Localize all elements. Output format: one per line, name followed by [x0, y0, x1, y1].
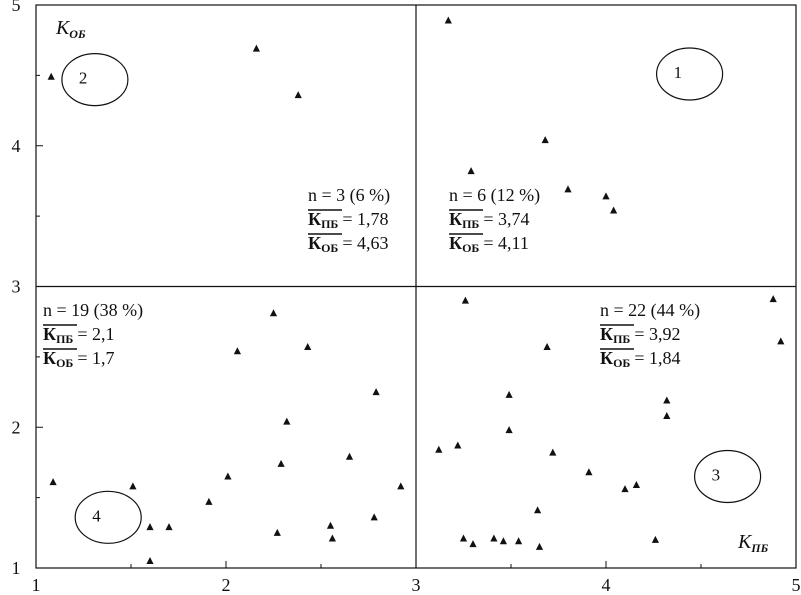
- data-point: [535, 542, 544, 550]
- data-point: [541, 136, 549, 144]
- region-ellipse: [693, 449, 762, 504]
- data-point: [621, 485, 629, 493]
- data-point: [397, 482, 405, 490]
- data-point: [277, 459, 285, 467]
- data-point: [663, 411, 671, 419]
- data-point: [585, 468, 593, 476]
- x-tick-label: 2: [222, 575, 231, 595]
- region-label: 4: [92, 506, 101, 525]
- quadrant-kpb: КПБ = 2,1: [43, 324, 115, 346]
- data-point: [515, 537, 523, 545]
- quadrant-kpb: КПБ = 1,78: [308, 209, 389, 231]
- data-point: [370, 513, 378, 521]
- quadrant-kob: КОБ = 4,63: [308, 233, 389, 255]
- data-point: [326, 521, 335, 529]
- region-ellipse: [655, 47, 724, 101]
- data-point: [505, 426, 513, 434]
- data-point: [651, 535, 659, 543]
- data-point: [505, 390, 513, 398]
- data-point: [632, 480, 640, 488]
- data-point: [205, 497, 213, 505]
- data-point: [372, 388, 380, 396]
- y-tick-label: 3: [12, 277, 21, 297]
- region-label: 1: [674, 63, 683, 82]
- axis-ticks: 1 2 3 4 5 1 2 3 4 5: [12, 0, 801, 595]
- y-tick-label: 1: [12, 558, 21, 578]
- region-markers: 1 2 3 4: [61, 47, 762, 544]
- data-point: [328, 534, 336, 542]
- quadrant-kob: КОБ = 1,7: [43, 348, 115, 370]
- data-point: [543, 343, 551, 351]
- quadrant-kob: КОБ = 1,84: [600, 348, 681, 370]
- region-ellipse: [61, 52, 129, 107]
- quadrant-count: n = 3 (6 %): [308, 185, 390, 206]
- data-point: [435, 445, 443, 453]
- quadrant-count: n = 22 (44 %): [600, 300, 700, 321]
- region-label: 2: [79, 69, 88, 88]
- data-point: [461, 296, 469, 304]
- data-point: [269, 309, 278, 317]
- quadrant-count: n = 19 (38 %): [43, 300, 143, 321]
- data-point: [469, 540, 477, 548]
- region-ellipse: [74, 490, 142, 544]
- data-point: [273, 528, 281, 536]
- data-point: [224, 472, 232, 480]
- region-label: 3: [712, 466, 721, 485]
- data-point: [467, 167, 475, 175]
- data-point: [283, 417, 291, 425]
- x-tick-label: 5: [792, 575, 801, 595]
- y-tick-label: 4: [12, 136, 21, 156]
- x-axis-title: КПБ: [737, 531, 769, 555]
- y-tick-label: 5: [12, 0, 21, 15]
- data-point: [663, 396, 671, 404]
- data-point: [610, 206, 618, 214]
- data-point: [490, 534, 498, 542]
- data-point: [146, 523, 154, 531]
- data-point: [49, 478, 57, 486]
- data-point: [129, 482, 137, 490]
- data-point: [454, 441, 462, 449]
- data-point: [444, 16, 452, 24]
- data-points: [47, 16, 785, 564]
- y-axis-title: КОБ: [55, 17, 86, 41]
- quadrant-count: n = 6 (12 %): [449, 185, 540, 206]
- y-tick-label: 2: [12, 417, 21, 437]
- x-tick-label: 1: [32, 575, 41, 595]
- data-point: [534, 506, 542, 514]
- quadrant-dividers: [36, 5, 796, 568]
- data-point: [47, 72, 55, 80]
- x-tick-label: 3: [412, 575, 421, 595]
- quadrant-kob: КОБ = 4,11: [449, 233, 529, 255]
- data-point: [146, 556, 154, 564]
- data-point: [233, 347, 241, 355]
- data-point: [252, 44, 260, 52]
- data-point: [769, 295, 777, 303]
- data-point: [549, 448, 557, 456]
- x-tick-label: 4: [602, 575, 611, 595]
- data-point: [165, 523, 173, 531]
- data-point: [304, 343, 312, 351]
- data-point: [602, 192, 610, 200]
- data-point: [459, 534, 468, 542]
- data-point: [564, 185, 572, 193]
- data-point: [345, 452, 354, 460]
- data-point: [294, 91, 302, 99]
- data-point: [777, 337, 785, 345]
- data-point: [499, 537, 507, 545]
- quadrant-kpb: КПБ = 3,92: [600, 324, 681, 346]
- quadrant-kpb: КПБ = 3,74: [449, 209, 530, 231]
